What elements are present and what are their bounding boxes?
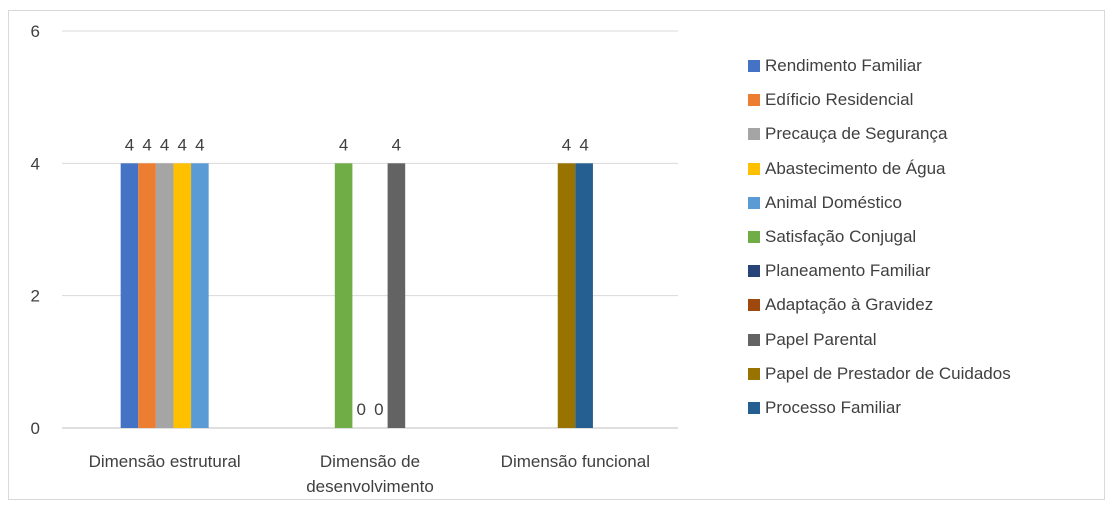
y-tick-label: 2 [31, 287, 40, 306]
legend-label: Planeamento Familiar [765, 261, 931, 281]
data-label: 0 [374, 400, 383, 419]
x-tick-label: Dimensão de [320, 452, 420, 471]
data-label: 4 [562, 135, 571, 154]
legend-label: Rendimento Familiar [765, 56, 922, 75]
legend-label: Papel de Prestador de Cuidados [765, 363, 1011, 383]
legend-item: Rendimento Familiar [748, 56, 922, 76]
y-tick-label: 0 [31, 419, 40, 438]
legend-item: Papel Parental [748, 330, 877, 350]
legend-item: Animal Doméstico [748, 193, 902, 213]
legend-item: Papel de Prestador de Cuidados [748, 364, 1011, 384]
data-label: 4 [579, 135, 588, 154]
legend-swatch [748, 231, 760, 243]
y-tick-label: 6 [31, 22, 40, 41]
legend-label: Abastecimento de Água [765, 158, 946, 178]
legend-swatch [748, 94, 760, 107]
legend-item: Edíficio Residencial [748, 90, 913, 110]
legend-item: Processo Familiar [748, 398, 901, 418]
bar [557, 163, 576, 429]
bar [173, 163, 192, 429]
legend-swatch [748, 333, 760, 346]
legend-item: Satisfação Conjugal [748, 227, 916, 247]
legend-item: Abastecimento de Água [748, 159, 946, 179]
axes: 0 2 4 6 Dimensão estrutural Dimensão de desenv… [31, 22, 650, 496]
bar [575, 163, 593, 429]
bar [138, 163, 156, 429]
legend-item: Precauça de Segurança [748, 124, 947, 144]
data-label: 4 [339, 135, 348, 154]
legend-label: Animal Doméstico [765, 192, 902, 212]
data-label: 4 [392, 135, 401, 154]
data-label: 4 [178, 135, 187, 154]
legend-label: Processo Familiar [765, 398, 902, 417]
legend-item: Planeamento Familiar [748, 261, 930, 281]
legend-swatch [748, 299, 760, 312]
data-labels: 4 4 4 4 4 40 04 4 4 [125, 135, 589, 419]
x-tick-label: desenvolvimento [306, 477, 434, 496]
legend-swatch [748, 367, 760, 380]
bar [120, 163, 139, 429]
legend-label: Papel Parental [765, 329, 877, 349]
legend-swatch [748, 128, 760, 141]
data-label: 4 [160, 135, 169, 154]
legend-swatch [748, 402, 760, 414]
bar [155, 163, 174, 429]
legend-swatch [748, 265, 760, 278]
chart-frame [8, 10, 1105, 500]
bars [120, 163, 593, 429]
legend-item: Adaptação à Gravidez [748, 295, 933, 315]
legend-label: Adaptação à Gravidez [765, 295, 934, 315]
legend-swatch [748, 60, 760, 72]
legend-label: Precauça de Segurança [765, 124, 948, 144]
legend-label: Satisfação Conjugal [765, 227, 917, 246]
legend-label: Edíficio Residencial [765, 90, 914, 110]
x-tick-label: Dimensão funcional [501, 452, 650, 471]
legend-swatch [748, 196, 760, 209]
bar [191, 163, 209, 429]
y-tick-label: 4 [31, 154, 40, 173]
bar [334, 163, 353, 429]
data-label: 4 [125, 135, 134, 154]
data-label: 4 [142, 135, 151, 154]
x-tick-label: Dimensão estrutural [89, 452, 241, 471]
legend-swatch [748, 162, 760, 175]
data-label: 0 [356, 400, 365, 419]
bar [387, 163, 406, 429]
data-label: 4 [195, 135, 204, 154]
